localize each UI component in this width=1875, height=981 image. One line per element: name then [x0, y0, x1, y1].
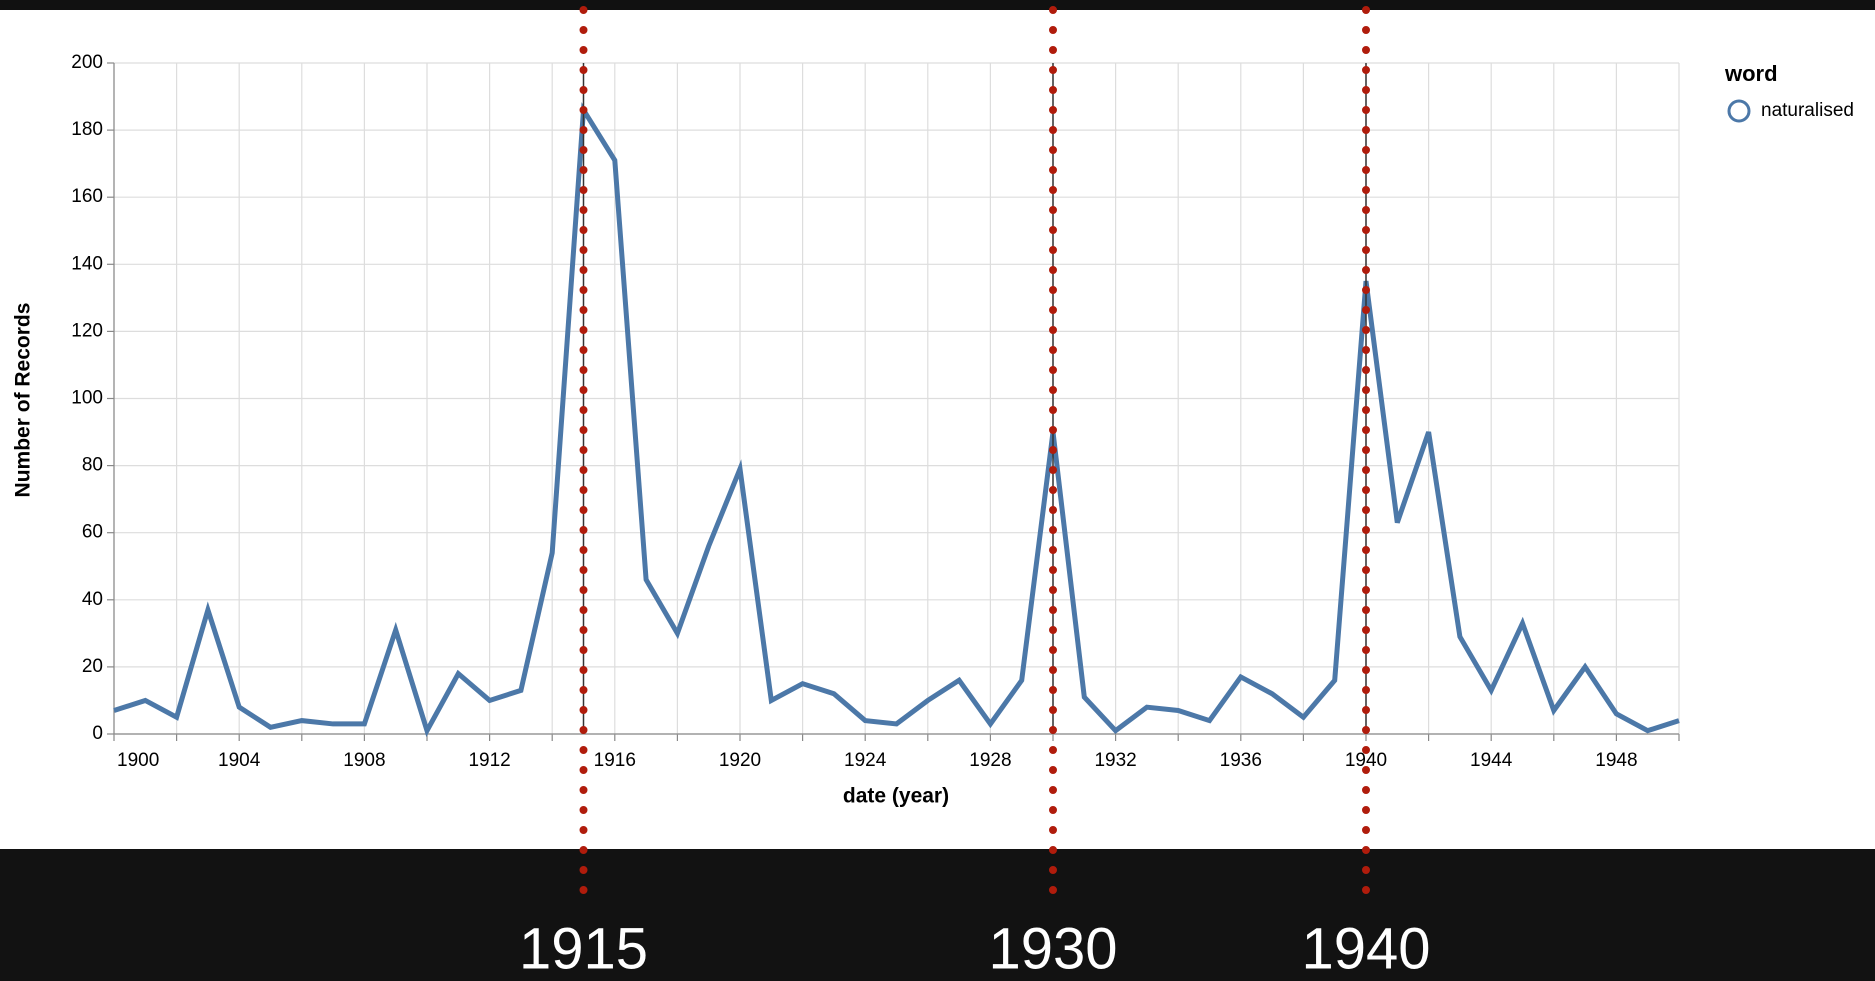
legend-symbol — [1727, 99, 1751, 123]
x-tick-label: 1916 — [594, 750, 636, 771]
x-tick-label: 1948 — [1595, 750, 1637, 771]
x-tick-label: 1912 — [468, 750, 510, 771]
x-tick-label: 1908 — [343, 750, 385, 771]
y-axis-label: Number of Records — [12, 303, 35, 498]
y-tick-label: 200 — [71, 52, 103, 73]
y-tick-label: 100 — [71, 388, 103, 409]
y-tick-label: 40 — [82, 589, 103, 610]
y-tick-label: 180 — [71, 119, 103, 140]
x-tick-label: 1928 — [969, 750, 1011, 771]
annotation-label: 1915 — [519, 916, 648, 981]
y-tick-label: 80 — [82, 455, 103, 476]
x-tick-label: 1920 — [719, 750, 761, 771]
data-line — [113, 102, 1680, 738]
x-tick-label: 1940 — [1345, 750, 1387, 771]
x-tick-label: 1924 — [844, 750, 887, 771]
top-bar — [0, 0, 1875, 10]
bottom-band — [0, 849, 1875, 981]
annotation-label: 1930 — [988, 916, 1117, 981]
y-tick-label: 0 — [92, 723, 103, 744]
x-tick-label: 1904 — [218, 750, 261, 771]
x-axis-label: date (year) — [843, 785, 949, 808]
x-tick-label: 1944 — [1470, 750, 1513, 771]
legend-label: naturalised — [1761, 100, 1854, 121]
y-tick-label: 120 — [71, 320, 103, 341]
annotation-label: 1940 — [1301, 916, 1430, 981]
x-tick-label: 1932 — [1094, 750, 1136, 771]
y-tick-label: 60 — [82, 522, 103, 543]
x-tick-label: 1936 — [1220, 750, 1262, 771]
y-tick-label: 140 — [71, 253, 103, 274]
y-tick-label: 20 — [82, 656, 103, 677]
x-tick-label: 1900 — [117, 750, 159, 771]
legend-title: word — [1724, 61, 1778, 86]
y-tick-label: 160 — [71, 186, 103, 207]
